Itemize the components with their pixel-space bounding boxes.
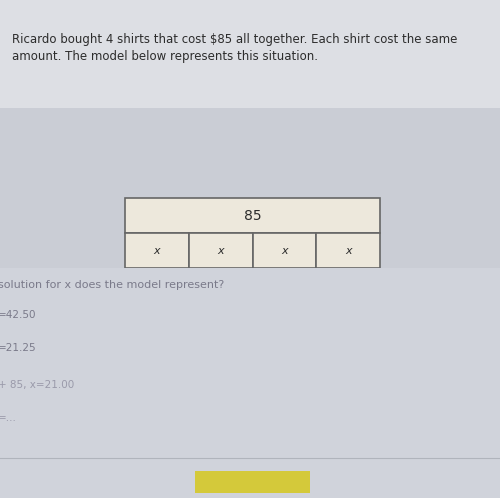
FancyBboxPatch shape: [0, 0, 500, 18]
Text: + 85, x=21.00: + 85, x=21.00: [0, 380, 74, 390]
FancyBboxPatch shape: [316, 233, 380, 268]
Text: solution for x does the model represent?: solution for x does the model represent?: [0, 280, 224, 290]
Text: x: x: [218, 246, 224, 255]
Text: amount. The model below represents this situation.: amount. The model below represents this …: [12, 50, 318, 63]
Text: =...: =...: [0, 413, 17, 423]
Text: =21.25: =21.25: [0, 343, 36, 353]
Text: x: x: [345, 246, 352, 255]
Text: x: x: [154, 246, 160, 255]
Text: =42.50: =42.50: [0, 310, 36, 320]
FancyBboxPatch shape: [252, 233, 316, 268]
FancyBboxPatch shape: [189, 233, 252, 268]
Text: 85: 85: [244, 209, 262, 223]
FancyBboxPatch shape: [125, 233, 189, 268]
Text: Ricardo bought 4 shirts that cost $85 all together. Each shirt cost the same: Ricardo bought 4 shirts that cost $85 al…: [12, 33, 458, 46]
Text: x: x: [281, 246, 287, 255]
FancyBboxPatch shape: [195, 471, 310, 493]
FancyBboxPatch shape: [125, 198, 380, 233]
FancyBboxPatch shape: [0, 0, 500, 108]
FancyBboxPatch shape: [0, 268, 500, 498]
